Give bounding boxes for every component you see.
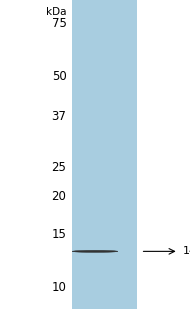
Text: 20: 20 (52, 190, 66, 203)
Text: 75: 75 (52, 17, 66, 30)
Text: 10: 10 (52, 281, 66, 294)
Text: 25: 25 (52, 161, 66, 174)
Ellipse shape (72, 250, 118, 252)
Text: 15: 15 (52, 228, 66, 241)
Bar (72, 0, 137, 309)
Text: kDa: kDa (46, 7, 66, 17)
Text: 37: 37 (52, 110, 66, 123)
Text: 50: 50 (52, 70, 66, 83)
Text: 14kDa: 14kDa (182, 246, 190, 256)
